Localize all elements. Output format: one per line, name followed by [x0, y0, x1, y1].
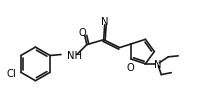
Text: N: N [154, 59, 161, 69]
Text: O: O [126, 62, 134, 72]
Text: NH: NH [67, 50, 82, 60]
Text: O: O [79, 28, 87, 37]
Text: N: N [101, 17, 109, 27]
Text: Cl: Cl [6, 69, 16, 79]
